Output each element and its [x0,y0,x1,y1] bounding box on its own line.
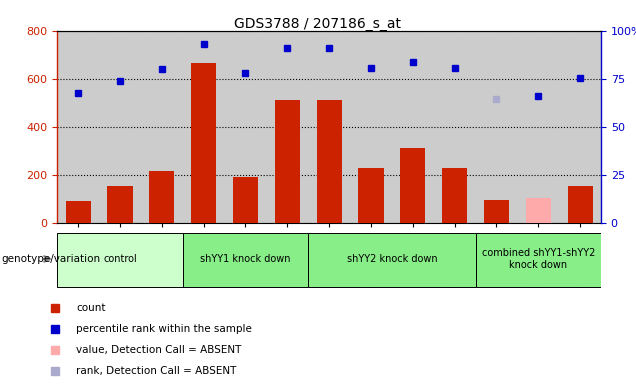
Text: shYY2 knock down: shYY2 knock down [347,254,437,264]
Bar [107,185,132,223]
Bar [308,233,476,287]
Bar [359,167,384,223]
Text: shYY1 knock down: shYY1 knock down [200,254,291,264]
Bar [400,148,425,223]
Bar [233,177,258,223]
Bar [526,197,551,223]
Bar [567,185,593,223]
Bar [442,167,467,223]
Bar [149,171,174,223]
Bar [275,100,300,223]
Text: percentile rank within the sample: percentile rank within the sample [76,324,252,334]
Text: control: control [103,254,137,264]
Bar [183,233,308,287]
Bar [57,233,183,287]
Text: genotype/variation: genotype/variation [1,254,100,264]
Bar [476,233,601,287]
Text: GDS3788 / 207186_s_at: GDS3788 / 207186_s_at [235,17,401,31]
Text: rank, Detection Call = ABSENT: rank, Detection Call = ABSENT [76,366,237,376]
Bar [191,63,216,223]
Bar [484,200,509,223]
Text: combined shYY1-shYY2
knock down: combined shYY1-shYY2 knock down [481,248,595,270]
Text: value, Detection Call = ABSENT: value, Detection Call = ABSENT [76,345,242,355]
Text: count: count [76,303,106,313]
Bar [317,100,342,223]
Bar [66,201,91,223]
